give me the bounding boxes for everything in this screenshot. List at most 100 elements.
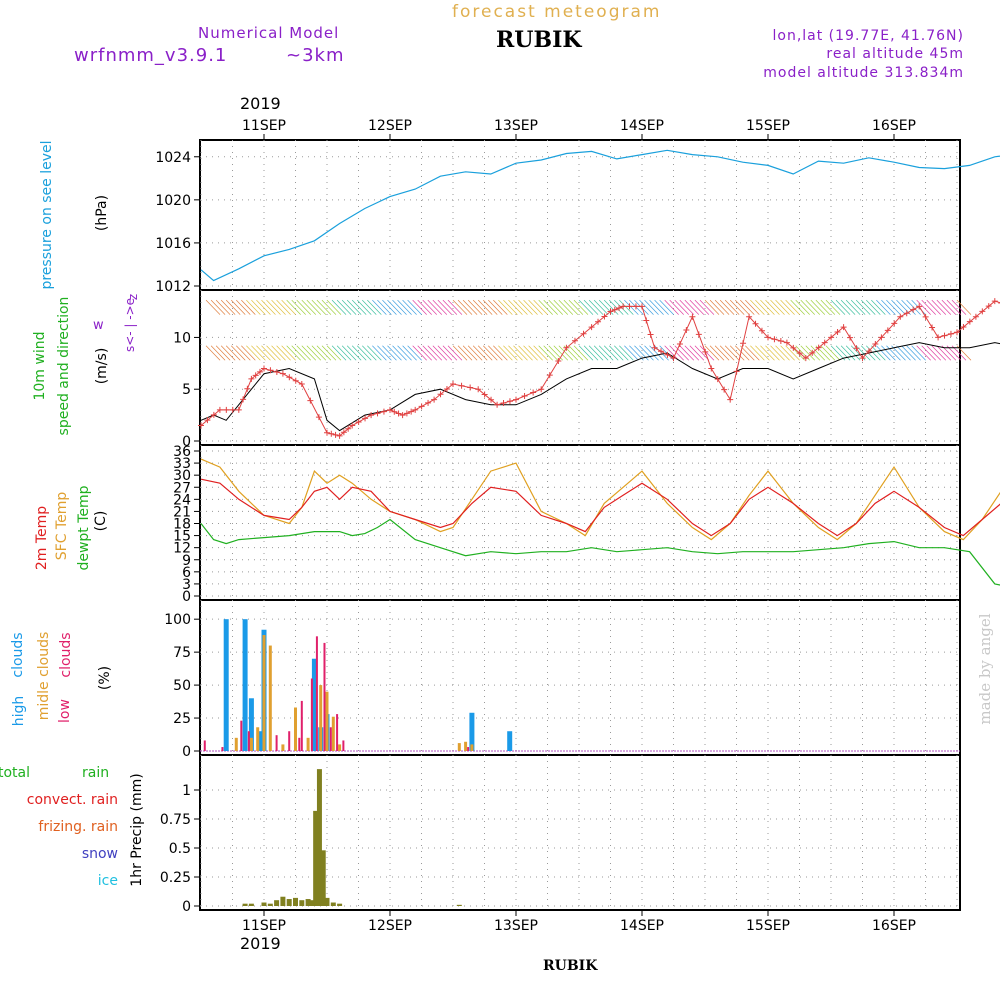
panel-frame-temperature: [199, 444, 961, 601]
wind-barb-upper: [377, 299, 392, 315]
wind-barb-upper: [205, 299, 221, 315]
wind-barb-lower: [477, 345, 493, 361]
wind-barb-lower: [261, 345, 276, 361]
wind-speed-marker: [616, 305, 623, 312]
wind-barb-upper: [392, 299, 407, 315]
wind-speed-marker: [935, 334, 942, 341]
wind-barb-lower: [387, 345, 402, 361]
wind-speed-marker: [884, 327, 891, 334]
wind-speed-marker: [721, 386, 728, 393]
wind-barb-upper: [689, 299, 705, 315]
wind-barb-lower: [598, 345, 614, 361]
wind-barb-lower: [901, 345, 916, 361]
wind-barb-upper: [523, 299, 538, 315]
wind-speed-marker: [349, 422, 356, 429]
wind-speed-marker: [307, 397, 314, 404]
wind-speed-marker: [431, 396, 438, 403]
mid-cloud-bar: [319, 685, 323, 751]
wind-speed-marker: [714, 376, 721, 383]
legend-frizing-rain: frizing. rain: [38, 819, 118, 835]
wind-barb-upper: [417, 299, 432, 315]
precip-bar: [286, 899, 292, 906]
wind-speed-marker: [494, 401, 501, 408]
wind-speed-marker: [834, 329, 841, 336]
wind-speed-marker: [437, 391, 444, 398]
wind-barb-upper: [881, 299, 896, 315]
wind-barb-lower: [896, 345, 911, 361]
wind-barb-upper: [291, 299, 306, 315]
wind-barb-lower: [593, 345, 609, 361]
y-tick-label-wind: 5: [182, 382, 191, 398]
mid-cloud-bar: [294, 707, 297, 751]
wind-speed-marker: [929, 324, 936, 331]
low-cloud-bar: [310, 678, 313, 751]
wind-barb-lower: [356, 345, 372, 361]
wind-barb-lower: [447, 345, 463, 361]
wind-speed-marker: [399, 412, 406, 419]
wind-barb-lower: [603, 345, 619, 361]
low-cloud-bar: [247, 731, 250, 751]
low-cloud-bar: [323, 642, 326, 751]
wind-barb-lower: [321, 345, 337, 361]
wind-barb-lower: [442, 345, 458, 361]
wind-barb-upper: [367, 299, 382, 315]
wind-barb-upper: [351, 299, 367, 315]
y-tick-label-pressure: 1012: [155, 279, 191, 295]
wind-barb-lower: [936, 345, 952, 361]
precip-bar: [313, 810, 319, 906]
wind-barb-upper: [422, 299, 438, 315]
wind-barb-lower: [916, 345, 931, 361]
precip-bar: [305, 899, 311, 906]
wind-barb-upper: [230, 299, 246, 315]
wind-barb-lower: [407, 345, 422, 361]
wind-barb-upper: [241, 299, 256, 315]
wind-barb-lower: [331, 345, 347, 361]
wind-barb-lower: [745, 345, 760, 361]
wind-speed-marker: [418, 403, 425, 410]
station-title: RUBIK: [496, 27, 582, 53]
wind-barb-lower: [457, 345, 473, 361]
wind-barb-lower: [785, 345, 800, 361]
wind-barb-upper: [316, 299, 332, 315]
wind-barb-upper: [452, 299, 468, 315]
wind-barb-lower: [624, 345, 639, 361]
wind-speed-marker: [261, 365, 267, 372]
wind-barb-upper: [447, 299, 463, 315]
wind-barb-upper: [941, 299, 957, 315]
wind-speed-marker: [403, 410, 410, 417]
top-day-label: 12SEP: [368, 118, 412, 134]
wind-speed-marker: [897, 313, 904, 320]
wind-barb-lower: [886, 345, 901, 361]
wind-barb-upper: [830, 299, 846, 315]
wind-barb-upper: [256, 299, 271, 315]
wind-speed-marker: [425, 399, 432, 406]
wind-barb-lower: [301, 345, 317, 361]
wind-barb-upper: [488, 299, 503, 315]
y-tick-label-precip: 0.75: [160, 812, 191, 828]
high-cloud-bar: [223, 619, 229, 751]
wind-barb-lower: [225, 345, 241, 361]
wind-barb-lower: [311, 345, 327, 361]
wind-barb-lower: [236, 345, 251, 361]
wind-speed-marker: [292, 377, 299, 384]
wind-speed-marker: [872, 341, 879, 348]
mid-cloud-bar: [464, 741, 468, 751]
legend-snow: snow: [81, 846, 118, 862]
wind-barb-lower: [230, 345, 246, 361]
wind-speed-marker: [328, 430, 335, 437]
wind-speed-marker: [651, 344, 658, 351]
wind-barb-lower: [528, 345, 543, 361]
wind-speed-marker: [521, 393, 528, 400]
wind-barb-lower: [316, 345, 332, 361]
wind-barb-upper: [372, 299, 387, 315]
wind-barb-upper: [296, 299, 312, 315]
wind-barb-lower: [845, 345, 861, 361]
wind-speed-marker: [809, 349, 816, 356]
wind-barb-upper: [619, 299, 634, 315]
low-cloud-bar: [329, 727, 332, 751]
wind-barb-lower: [427, 345, 443, 361]
wind-speed-marker: [332, 431, 339, 438]
wind-speed-marker: [771, 336, 778, 343]
wind-barb-lower: [346, 345, 362, 361]
